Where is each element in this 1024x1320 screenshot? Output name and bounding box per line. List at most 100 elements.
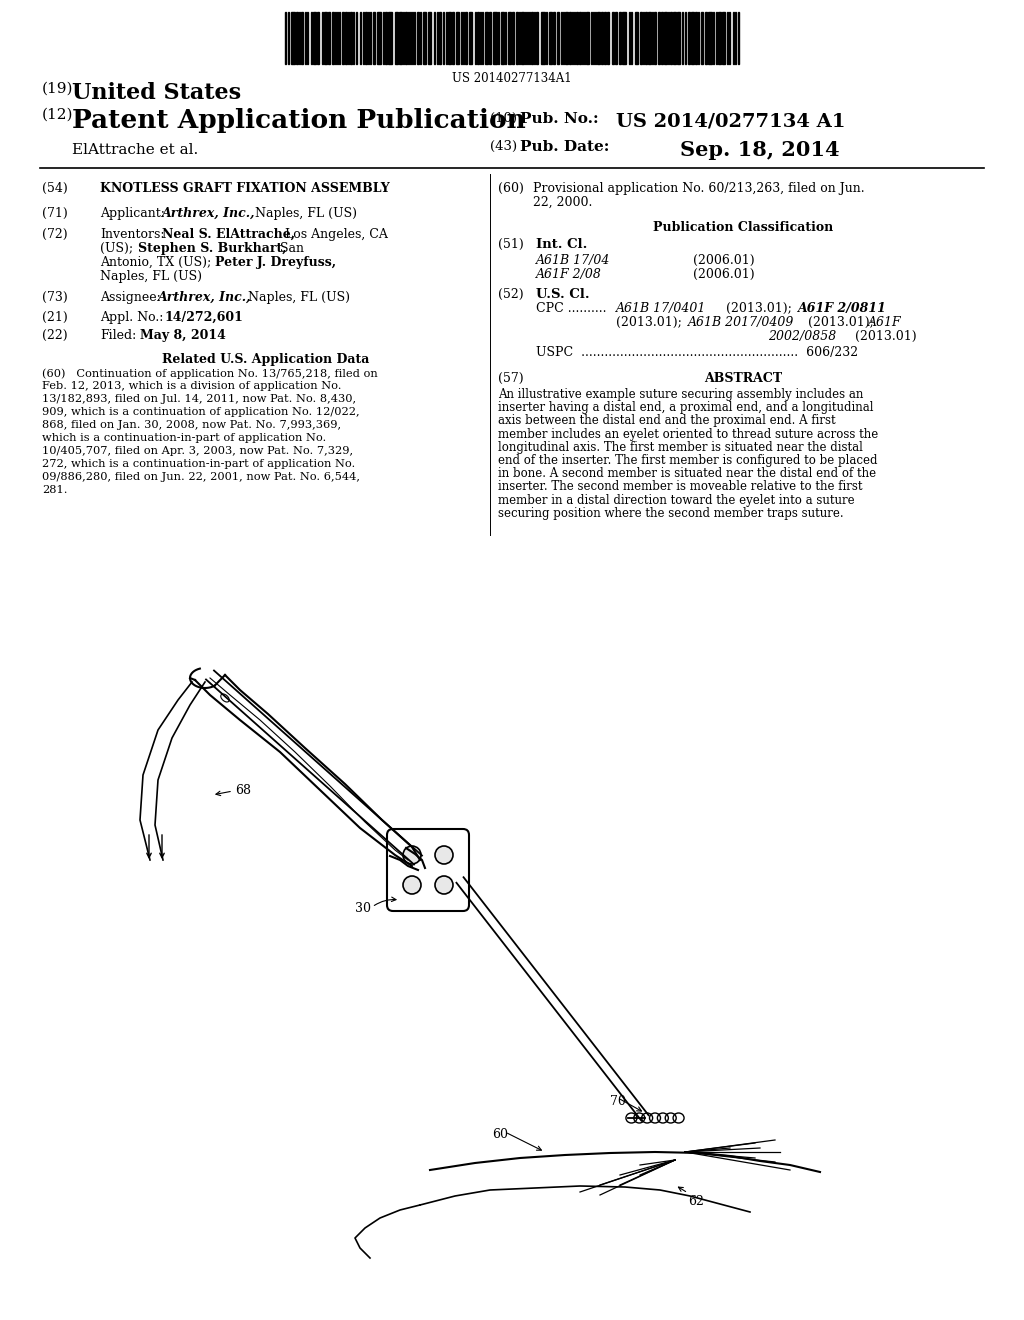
Text: Applicant:: Applicant: <box>100 207 165 220</box>
Text: A61F 2/08: A61F 2/08 <box>536 268 602 281</box>
Bar <box>301 12 303 63</box>
Text: Naples, FL (US): Naples, FL (US) <box>248 290 350 304</box>
Bar <box>648 12 651 63</box>
Text: An illustrative example suture securing assembly includes an: An illustrative example suture securing … <box>498 388 863 401</box>
Bar <box>662 12 663 63</box>
Bar <box>635 12 638 63</box>
Circle shape <box>403 846 421 865</box>
Text: Neal S. ElAttrache,: Neal S. ElAttrache, <box>162 228 295 242</box>
Bar <box>691 12 694 63</box>
Text: Patent Application Publication: Patent Application Publication <box>72 108 525 133</box>
Text: Los Angeles, CA: Los Angeles, CA <box>285 228 388 242</box>
Bar <box>296 12 298 63</box>
Text: A61B 17/04: A61B 17/04 <box>536 253 610 267</box>
Text: United States: United States <box>72 82 241 104</box>
Bar <box>575 12 578 63</box>
Text: (US);: (US); <box>100 242 133 255</box>
Text: US 20140277134A1: US 20140277134A1 <box>453 73 571 84</box>
Bar <box>640 12 642 63</box>
Bar <box>645 12 647 63</box>
Text: CPC ..........: CPC .......... <box>536 302 606 315</box>
Bar <box>388 12 392 63</box>
Text: US 2014/0277134 A1: US 2014/0277134 A1 <box>616 112 846 129</box>
Bar <box>708 12 712 63</box>
Bar <box>406 12 407 63</box>
Text: 09/886,280, filed on Jun. 22, 2001, now Pat. No. 6,544,: 09/886,280, filed on Jun. 22, 2001, now … <box>42 473 360 482</box>
Bar <box>565 12 568 63</box>
Text: (2006.01): (2006.01) <box>693 253 755 267</box>
Bar <box>601 12 603 63</box>
Bar <box>365 12 367 63</box>
Text: KNOTLESS GRAFT FIXATION ASSEMBLY: KNOTLESS GRAFT FIXATION ASSEMBLY <box>100 182 390 195</box>
Text: U.S. Cl.: U.S. Cl. <box>536 288 590 301</box>
Text: 2002/0858: 2002/0858 <box>768 330 837 343</box>
Bar <box>664 12 667 63</box>
Bar <box>516 12 518 63</box>
Bar <box>373 12 375 63</box>
Text: Provisional application No. 60/213,263, filed on Jun.: Provisional application No. 60/213,263, … <box>534 182 864 195</box>
Text: Pub. Date:: Pub. Date: <box>520 140 609 154</box>
Text: (2013.01);: (2013.01); <box>616 315 682 329</box>
Bar <box>342 12 344 63</box>
Bar <box>549 12 552 63</box>
Bar <box>399 12 402 63</box>
Bar <box>579 12 581 63</box>
Bar <box>324 12 327 63</box>
Text: Int. Cl.: Int. Cl. <box>536 238 588 251</box>
Text: which is a continuation-in-part of application No.: which is a continuation-in-part of appli… <box>42 433 327 444</box>
Text: (2006.01): (2006.01) <box>693 268 755 281</box>
Text: 22, 2000.: 22, 2000. <box>534 195 592 209</box>
Text: (2013.01): (2013.01) <box>855 330 916 343</box>
Bar <box>658 12 660 63</box>
Bar <box>654 12 656 63</box>
Bar <box>612 12 614 63</box>
Text: 70: 70 <box>610 1096 626 1107</box>
Text: San: San <box>280 242 304 255</box>
Text: A61B 17/0401: A61B 17/0401 <box>616 302 707 315</box>
Text: 10/405,707, filed on Apr. 3, 2003, now Pat. No. 7,329,: 10/405,707, filed on Apr. 3, 2003, now P… <box>42 446 353 455</box>
Bar <box>541 12 545 63</box>
Text: Pub. No.:: Pub. No.: <box>520 112 599 125</box>
Text: longitudinal axis. The first member is situated near the distal: longitudinal axis. The first member is s… <box>498 441 863 454</box>
Text: 60: 60 <box>492 1129 508 1140</box>
Text: (2013.01);: (2013.01); <box>808 315 873 329</box>
Circle shape <box>435 846 453 865</box>
Bar <box>465 12 467 63</box>
Bar <box>485 12 488 63</box>
Text: Arthrex, Inc.,: Arthrex, Inc., <box>158 290 252 304</box>
Text: (52): (52) <box>498 288 523 301</box>
Bar <box>317 12 319 63</box>
Bar <box>604 12 606 63</box>
Text: May 8, 2014: May 8, 2014 <box>140 329 226 342</box>
Text: (73): (73) <box>42 290 68 304</box>
Bar <box>350 12 352 63</box>
Text: (2013.01);: (2013.01); <box>726 302 792 315</box>
Text: Stephen S. Burkhart,: Stephen S. Burkhart, <box>138 242 287 255</box>
Bar <box>377 12 381 63</box>
Text: (72): (72) <box>42 228 68 242</box>
Bar <box>313 12 316 63</box>
Bar <box>677 12 680 63</box>
Bar <box>469 12 472 63</box>
Text: Naples, FL (US): Naples, FL (US) <box>255 207 357 220</box>
Bar <box>489 12 490 63</box>
Bar <box>705 12 707 63</box>
Text: member in a distal direction toward the eyelet into a suture: member in a distal direction toward the … <box>498 494 855 507</box>
Bar <box>493 12 497 63</box>
Text: Sep. 18, 2014: Sep. 18, 2014 <box>680 140 840 160</box>
Bar <box>722 12 725 63</box>
Text: 909, which is a continuation of application No. 12/022,: 909, which is a continuation of applicat… <box>42 407 359 417</box>
Bar <box>345 12 347 63</box>
FancyBboxPatch shape <box>387 829 469 911</box>
Text: in bone. A second member is situated near the distal end of the: in bone. A second member is situated nea… <box>498 467 877 480</box>
Bar <box>618 12 621 63</box>
Bar <box>456 12 459 63</box>
Text: A61F 2/0811: A61F 2/0811 <box>798 302 887 315</box>
Text: Feb. 12, 2013, which is a division of application No.: Feb. 12, 2013, which is a division of ap… <box>42 381 341 391</box>
Text: A61B 2017/0409: A61B 2017/0409 <box>688 315 795 329</box>
Text: Peter J. Dreyfuss,: Peter J. Dreyfuss, <box>215 256 336 269</box>
Text: (51): (51) <box>498 238 523 251</box>
Text: (57): (57) <box>498 372 523 385</box>
Bar <box>501 12 504 63</box>
Text: securing position where the second member traps suture.: securing position where the second membe… <box>498 507 844 520</box>
